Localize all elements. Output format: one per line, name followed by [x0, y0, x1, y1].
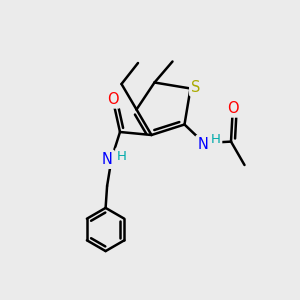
Text: H: H: [117, 149, 127, 163]
Text: O: O: [227, 100, 239, 116]
Text: O: O: [107, 92, 118, 106]
Text: H: H: [211, 133, 220, 146]
Text: S: S: [191, 80, 201, 94]
Text: N: N: [197, 137, 208, 152]
Text: N: N: [102, 152, 113, 167]
